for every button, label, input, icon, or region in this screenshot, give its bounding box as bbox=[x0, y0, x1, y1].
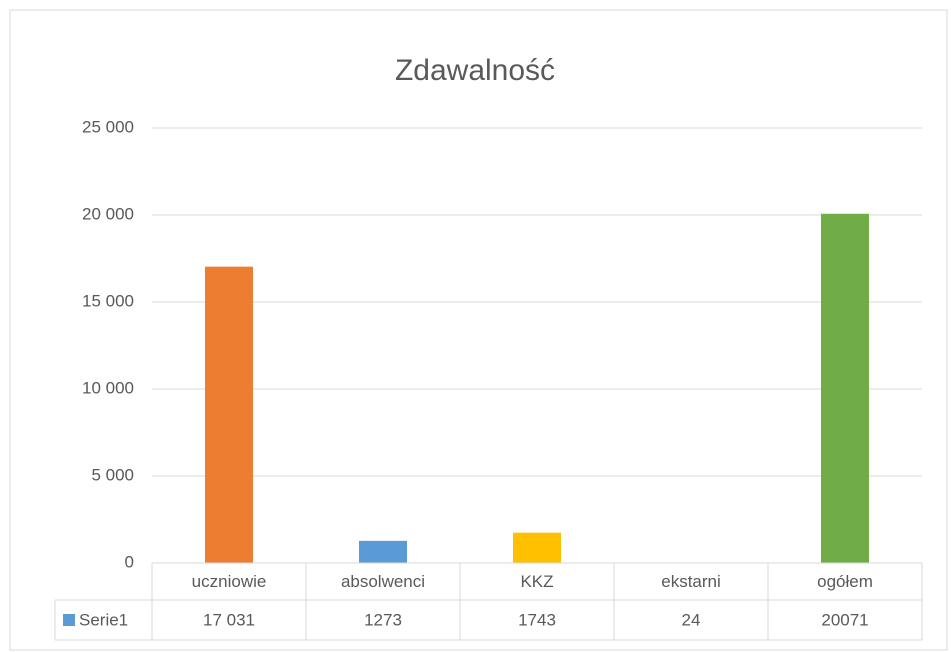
y-tick-label: 0 bbox=[125, 552, 134, 571]
data-label: 24 bbox=[682, 610, 701, 629]
x-tick-label: ekstarni bbox=[661, 572, 721, 591]
y-tick-label: 20 000 bbox=[82, 204, 134, 223]
chart-title: Zdawalność bbox=[395, 54, 555, 87]
chart-border bbox=[9, 9, 948, 651]
data-label: 1273 bbox=[364, 610, 402, 629]
x-tick-label: KKZ bbox=[520, 572, 553, 591]
bar bbox=[205, 266, 253, 563]
x-tick-label: ogółem bbox=[817, 572, 873, 591]
y-tick-label: 25 000 bbox=[82, 117, 134, 136]
bar bbox=[513, 532, 561, 563]
data-label: 17 031 bbox=[203, 610, 255, 629]
legend-label: Serie1 bbox=[79, 610, 128, 629]
legend-key bbox=[63, 614, 75, 626]
bar bbox=[359, 540, 407, 563]
y-tick-label: 5 000 bbox=[91, 465, 134, 484]
x-tick-label: absolwenci bbox=[341, 572, 425, 591]
x-tick-label: uczniowie bbox=[192, 572, 267, 591]
y-tick-label: 15 000 bbox=[82, 291, 134, 310]
data-label: 1743 bbox=[518, 610, 556, 629]
bar bbox=[821, 213, 869, 564]
data-label: 20071 bbox=[821, 610, 868, 629]
y-tick-label: 10 000 bbox=[82, 378, 134, 397]
